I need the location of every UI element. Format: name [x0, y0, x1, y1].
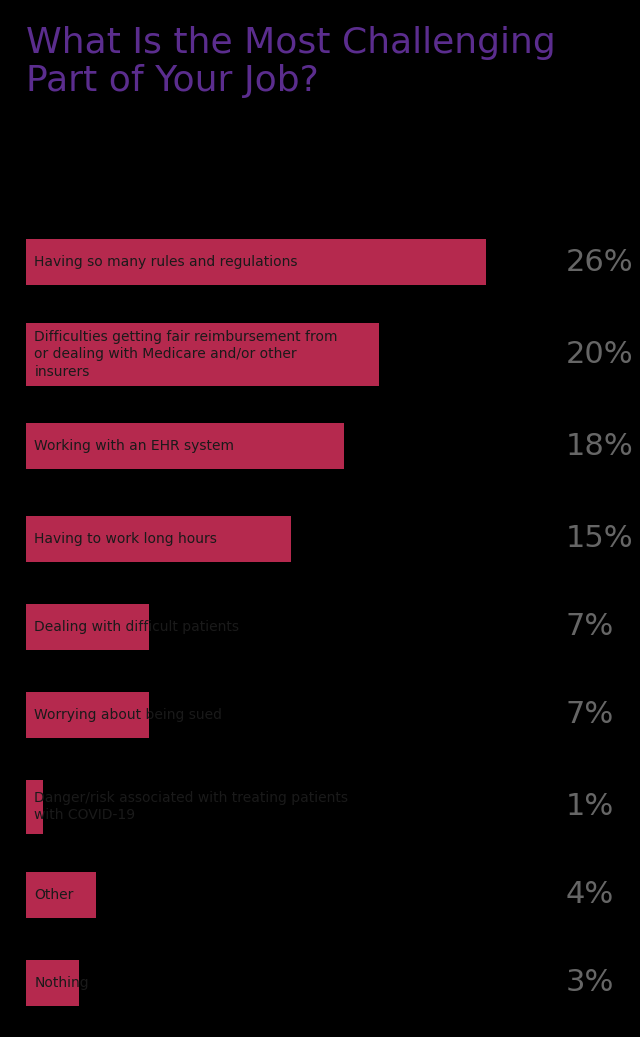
Text: 7%: 7%: [565, 612, 614, 641]
Text: Worrying about being sued: Worrying about being sued: [35, 707, 223, 722]
Text: Working with an EHR system: Working with an EHR system: [35, 440, 234, 453]
Text: 26%: 26%: [565, 248, 633, 277]
FancyBboxPatch shape: [26, 959, 79, 1006]
Text: What Is the Most Challenging
Part of Your Job?: What Is the Most Challenging Part of You…: [26, 26, 556, 97]
Text: Dealing with difficult patients: Dealing with difficult patients: [35, 619, 239, 634]
Text: 7%: 7%: [565, 700, 614, 729]
Text: 20%: 20%: [565, 340, 633, 369]
Text: Having so many rules and regulations: Having so many rules and regulations: [35, 255, 298, 269]
FancyBboxPatch shape: [26, 692, 150, 737]
Text: Difficulties getting fair reimbursement from
or dealing with Medicare and/or oth: Difficulties getting fair reimbursement …: [35, 330, 338, 379]
Text: 3%: 3%: [565, 969, 614, 998]
FancyBboxPatch shape: [26, 872, 97, 918]
Text: Nothing: Nothing: [35, 976, 89, 989]
Text: 1%: 1%: [565, 792, 614, 821]
FancyBboxPatch shape: [26, 604, 150, 649]
Text: Having to work long hours: Having to work long hours: [35, 532, 218, 545]
Text: 15%: 15%: [565, 524, 633, 553]
FancyBboxPatch shape: [26, 515, 291, 562]
FancyBboxPatch shape: [26, 780, 44, 834]
FancyBboxPatch shape: [26, 240, 486, 285]
Text: Danger/risk associated with treating patients
with COVID-19: Danger/risk associated with treating pat…: [35, 791, 348, 822]
FancyBboxPatch shape: [26, 423, 344, 470]
Text: Other: Other: [35, 888, 74, 902]
Text: 18%: 18%: [565, 432, 633, 460]
Text: 4%: 4%: [565, 880, 614, 909]
FancyBboxPatch shape: [26, 323, 380, 386]
